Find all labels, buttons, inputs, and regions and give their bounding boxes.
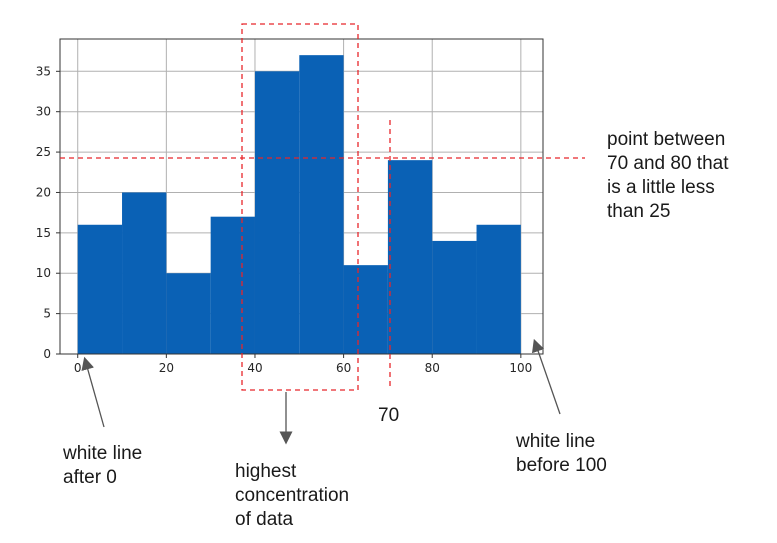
white-line-before-100-line: white line <box>516 431 596 452</box>
y-tick-label: 0 <box>43 347 51 361</box>
white-line-after-0-line: white line <box>63 443 143 464</box>
highest-concentration-box <box>241 23 359 391</box>
x70-label: 70 <box>378 405 400 426</box>
x-tick-label: 40 <box>247 361 262 375</box>
histogram-bar <box>122 192 167 354</box>
x-tick-label: 100 <box>509 361 532 375</box>
arrow-to-100 <box>531 338 561 415</box>
y-tick-label: 30 <box>36 105 51 119</box>
x-tick-label: 60 <box>336 361 351 375</box>
histogram-bar <box>299 55 344 355</box>
x-axis-ticks: 0 20 40 60 80 100 <box>74 354 532 375</box>
white-line-after-0-line: after 0 <box>63 467 117 488</box>
point-description-line: point between <box>607 129 726 150</box>
bars <box>77 55 521 355</box>
point-description-line: is a little less <box>607 177 715 198</box>
point-description-label: point between 70 and 80 that is a little… <box>607 128 729 224</box>
histogram-bar <box>210 216 255 354</box>
y-tick-label: 15 <box>36 226 51 240</box>
point-description-line: than 25 <box>607 201 671 222</box>
histogram-bar <box>432 240 477 354</box>
histogram-bar <box>387 160 433 354</box>
point-description-line: 70 and 80 that <box>607 153 729 174</box>
highest-concentration-line: of data <box>235 509 294 530</box>
white-line-after-0-label: white line after 0 <box>63 442 142 490</box>
histogram-bar <box>166 273 211 354</box>
highest-concentration-label: highest concentration of data <box>235 460 349 532</box>
y-tick-label: 35 <box>36 64 51 78</box>
y-tick-label: 10 <box>36 266 51 280</box>
x-tick-label: 0 <box>74 361 82 375</box>
histogram-bar <box>476 224 521 354</box>
x-tick-label: 20 <box>159 361 174 375</box>
x-tick-label: 80 <box>425 361 440 375</box>
y-tick-label: 25 <box>36 145 51 159</box>
y-tick-label: 5 <box>43 307 51 321</box>
histogram-bar <box>254 71 300 355</box>
highest-concentration-line: highest <box>235 461 297 482</box>
plot-frame <box>59 38 544 355</box>
white-line-before-100-label: white line before 100 <box>516 430 607 478</box>
arrow-to-0 <box>81 356 105 428</box>
highest-concentration-line: concentration <box>235 485 350 506</box>
histogram-bar <box>77 224 123 354</box>
y-axis-ticks: 0 5 10 15 20 25 30 35 <box>36 64 60 361</box>
white-line-before-100-line: before 100 <box>516 455 607 476</box>
y-tick-label: 20 <box>36 185 51 199</box>
histogram-bar <box>343 265 388 354</box>
